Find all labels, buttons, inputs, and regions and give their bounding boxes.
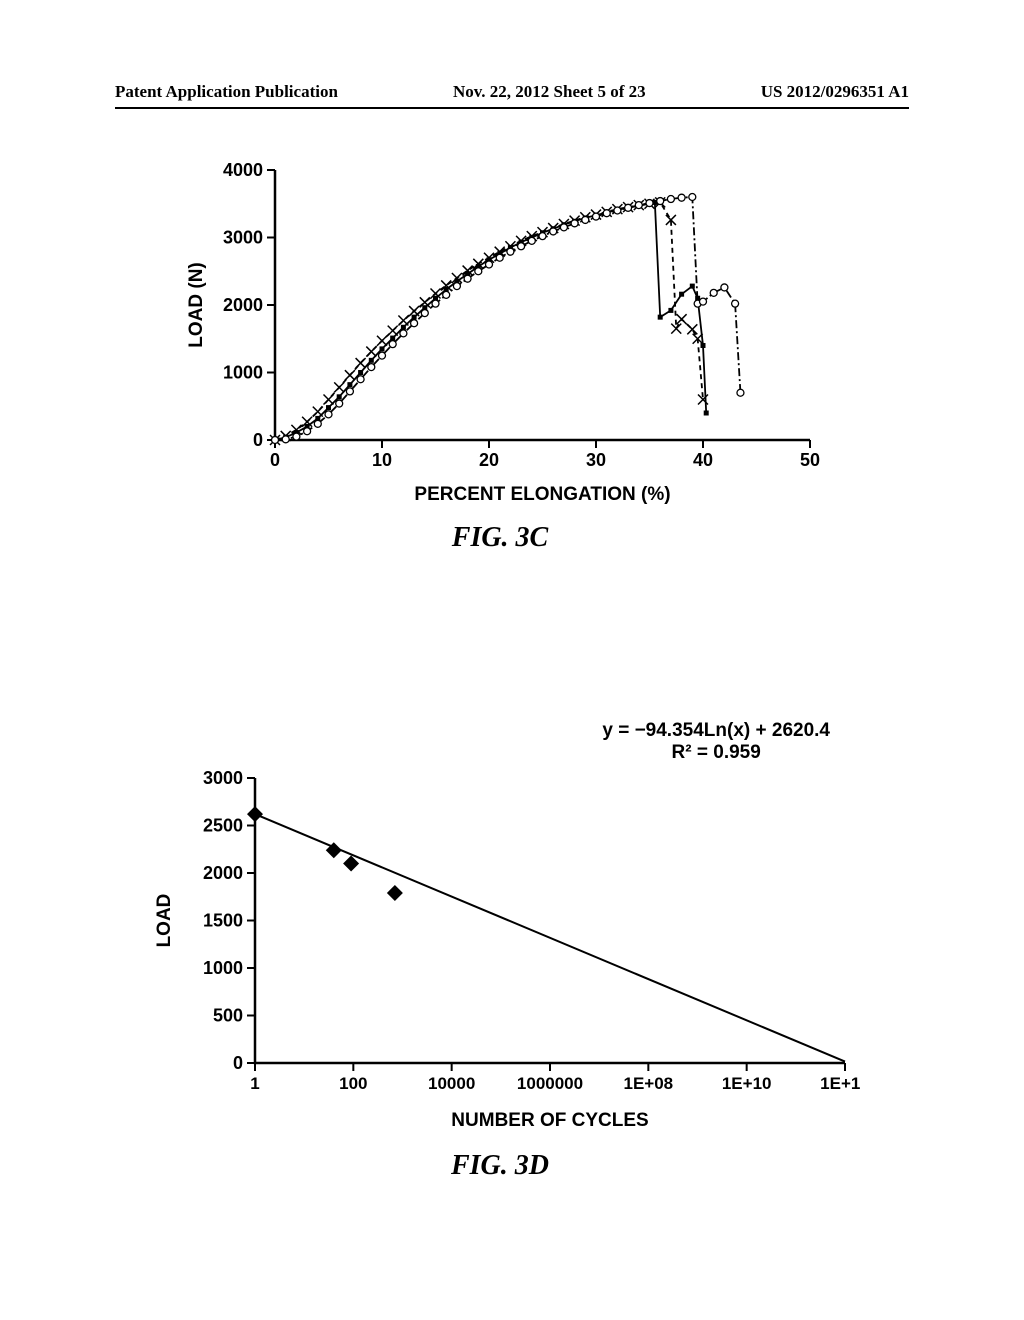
svg-text:2500: 2500 xyxy=(203,816,243,836)
svg-text:1000: 1000 xyxy=(203,958,243,978)
svg-text:500: 500 xyxy=(213,1006,243,1026)
svg-text:2000: 2000 xyxy=(223,295,263,315)
svg-text:10: 10 xyxy=(372,450,392,470)
svg-text:0: 0 xyxy=(233,1053,243,1073)
svg-text:100: 100 xyxy=(339,1074,367,1093)
chart-3d-svg: 0 500 1000 1500 2000 2500 3000 1 100 10000 1000000… xyxy=(140,768,860,1138)
svg-text:1000: 1000 xyxy=(223,363,263,383)
svg-text:LOAD: LOAD xyxy=(154,894,175,948)
figure-title-3d: FIG. 3D xyxy=(140,1150,860,1182)
header-right: US 2012/0296351 A1 xyxy=(761,82,909,102)
svg-text:1: 1 xyxy=(250,1074,259,1093)
svg-text:PERCENT ELONGATION (%): PERCENT ELONGATION (%) xyxy=(414,484,670,505)
svg-text:1E+08: 1E+08 xyxy=(624,1074,674,1093)
svg-text:NUMBER OF CYCLES: NUMBER OF CYCLES xyxy=(451,1110,648,1131)
svg-text:3000: 3000 xyxy=(203,768,243,788)
chart-3c: 0 1000 2000 3000 4000 0 10 20 30 40 50 PERCENT ELON… xyxy=(180,160,820,510)
equation-r2: R² = 0.959 xyxy=(602,742,830,764)
svg-text:1E+12: 1E+12 xyxy=(820,1074,860,1093)
chart-3d: y = −94.354Ln(x) + 2620.4 R² = 0.959 0 50… xyxy=(140,720,860,1140)
header-left: Patent Application Publication xyxy=(115,82,338,102)
svg-text:3000: 3000 xyxy=(223,228,263,248)
svg-text:0: 0 xyxy=(253,430,263,450)
figure-title-3c: FIG. 3C xyxy=(180,522,820,554)
svg-text:1000000: 1000000 xyxy=(517,1074,583,1093)
svg-text:50: 50 xyxy=(800,450,820,470)
svg-text:2000: 2000 xyxy=(203,863,243,883)
svg-text:4000: 4000 xyxy=(223,160,263,180)
equation-line: y = −94.354Ln(x) + 2620.4 xyxy=(602,720,830,742)
svg-text:20: 20 xyxy=(479,450,499,470)
svg-text:30: 30 xyxy=(586,450,606,470)
svg-text:40: 40 xyxy=(693,450,713,470)
header-center: Nov. 22, 2012 Sheet 5 of 23 xyxy=(453,82,646,102)
page-header: Patent Application Publication Nov. 22, … xyxy=(115,82,909,109)
chart-3c-svg: 0 1000 2000 3000 4000 0 10 20 30 40 50 PERCENT ELON… xyxy=(180,160,820,510)
svg-text:1E+10: 1E+10 xyxy=(722,1074,772,1093)
svg-text:1500: 1500 xyxy=(203,911,243,931)
svg-text:LOAD (N): LOAD (N) xyxy=(186,262,207,347)
svg-text:0: 0 xyxy=(270,450,280,470)
svg-text:10000: 10000 xyxy=(428,1074,475,1093)
